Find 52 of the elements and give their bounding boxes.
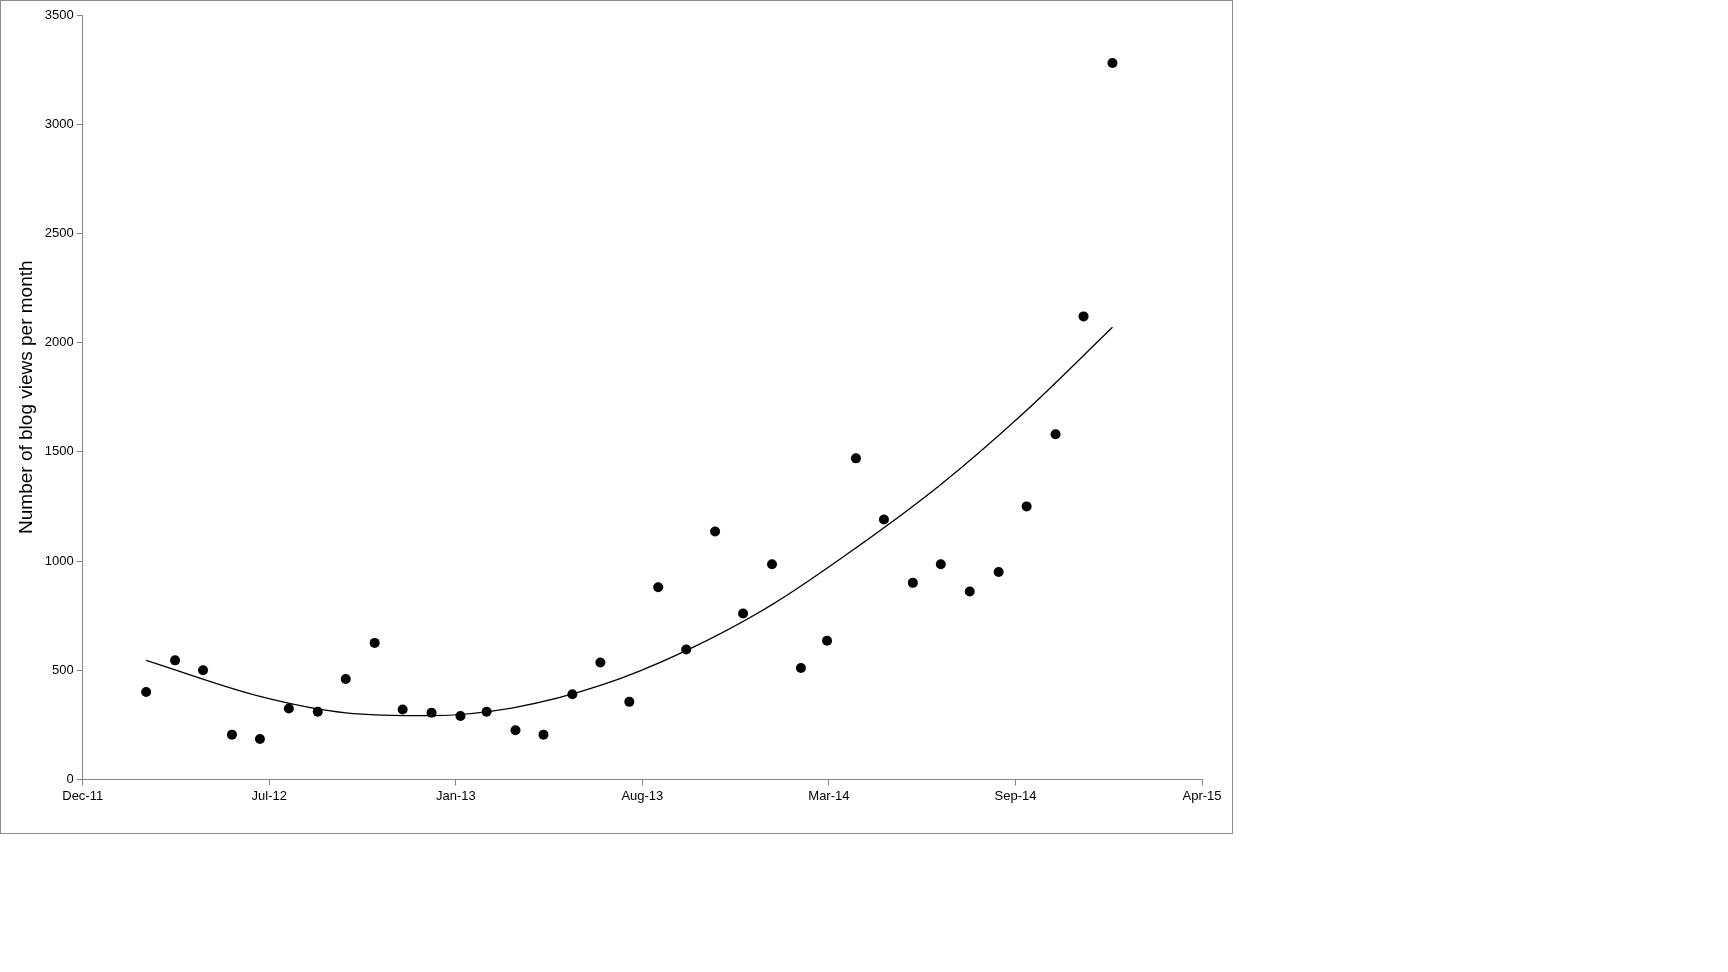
x-tick-label: Aug-13 bbox=[621, 787, 664, 803]
point bbox=[510, 725, 521, 736]
y-tick-label: 0 bbox=[66, 770, 74, 786]
point bbox=[738, 608, 749, 619]
point bbox=[198, 665, 209, 676]
point bbox=[710, 526, 721, 537]
point bbox=[340, 673, 351, 684]
point bbox=[254, 734, 265, 744]
y-tick-label: 2000 bbox=[44, 334, 74, 350]
point bbox=[567, 689, 578, 700]
point bbox=[822, 635, 833, 646]
point bbox=[767, 559, 778, 570]
point bbox=[226, 729, 237, 740]
point bbox=[455, 711, 466, 722]
y-tick-label: 3500 bbox=[44, 6, 74, 22]
y-tick-label: 500 bbox=[52, 661, 74, 677]
point bbox=[681, 644, 692, 655]
y-tick-label: 3000 bbox=[44, 115, 74, 131]
point bbox=[312, 706, 323, 717]
line-series bbox=[145, 326, 1114, 717]
point bbox=[624, 696, 635, 707]
x-tick-label: Dec-11 bbox=[62, 787, 104, 803]
point bbox=[935, 559, 946, 570]
x-tick-label: Apr-15 bbox=[1182, 787, 1222, 803]
point bbox=[907, 577, 918, 588]
y-tick-label: 1000 bbox=[44, 552, 74, 568]
point bbox=[481, 706, 492, 717]
point bbox=[878, 514, 889, 525]
point bbox=[369, 637, 380, 648]
point bbox=[426, 707, 437, 718]
x-tick-label: Sep-14 bbox=[994, 787, 1037, 803]
point bbox=[595, 657, 606, 668]
x-tick-label: Mar-14 bbox=[808, 787, 850, 803]
point bbox=[795, 663, 806, 674]
y-tick-label: 2500 bbox=[44, 224, 74, 240]
point bbox=[653, 582, 664, 593]
point bbox=[538, 729, 549, 740]
point bbox=[141, 687, 152, 698]
point bbox=[993, 566, 1004, 577]
point bbox=[1021, 501, 1032, 512]
x-tick-label: Jul-12 bbox=[251, 787, 287, 803]
point bbox=[1078, 311, 1089, 322]
point bbox=[1107, 58, 1118, 69]
point bbox=[397, 704, 408, 715]
point bbox=[964, 586, 975, 597]
y-axis-title: Number of blog views per month bbox=[14, 260, 36, 534]
point bbox=[283, 703, 294, 714]
point bbox=[1050, 429, 1061, 440]
point bbox=[170, 655, 181, 666]
y-tick-label: 1500 bbox=[44, 443, 74, 459]
point bbox=[850, 453, 861, 464]
x-tick-label: Jan-13 bbox=[435, 787, 476, 803]
